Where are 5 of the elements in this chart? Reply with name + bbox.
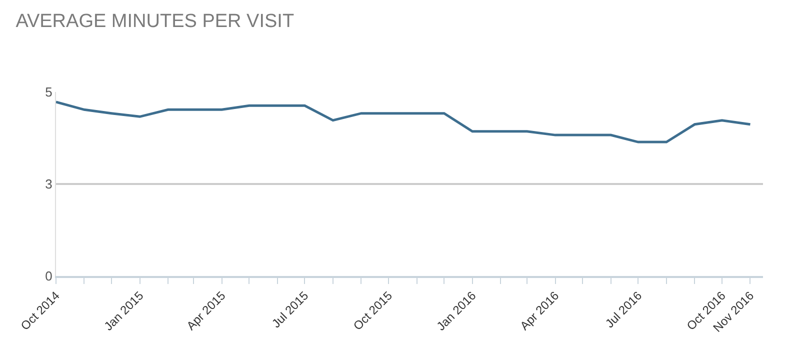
line-series	[56, 100, 752, 144]
y-tick-label: 5	[45, 84, 52, 100]
y-tick-label: 3	[45, 176, 52, 192]
y-tick-label: 0	[45, 268, 52, 284]
chart-title: AVERAGE MINUTES PER VISIT	[16, 11, 294, 32]
